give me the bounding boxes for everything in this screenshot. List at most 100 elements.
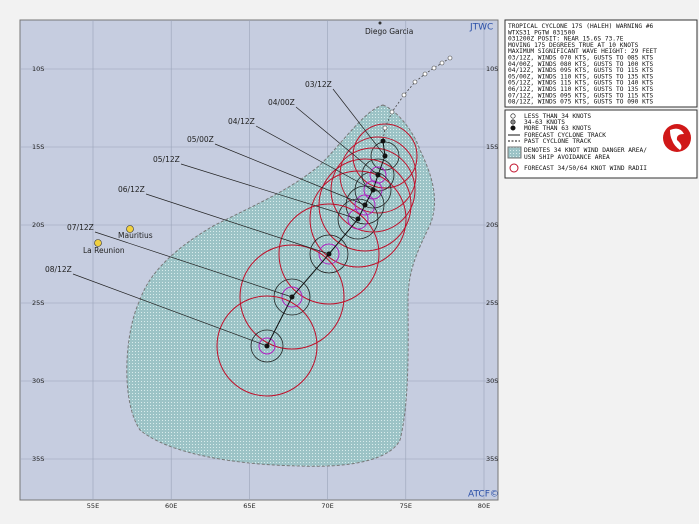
legend-label: PAST CYCLONE TRACK [524, 138, 591, 145]
lat-label: 20S [32, 221, 44, 229]
radius-34kt [278, 203, 380, 305]
leader-line [214, 143, 366, 206]
lon-label: 70E [321, 502, 333, 510]
lat-label: 20S [486, 221, 498, 229]
past-position [431, 65, 437, 71]
forecast-position [380, 138, 386, 144]
lat-label: 25S [486, 299, 498, 307]
radius-34kt [339, 136, 417, 214]
radius-34kt [352, 123, 418, 189]
warning-line: 04/00Z, WINDS 080 KTS, GUSTS TO 100 KTS [508, 61, 654, 68]
past-position [447, 55, 453, 61]
radius-34kt [216, 295, 318, 397]
leader-line [145, 193, 330, 255]
lat-label: 25S [32, 299, 44, 307]
radius-50kt [250, 329, 284, 363]
lat-label: 10S [32, 65, 44, 73]
warning-line: 07/12Z, WINDS 095 KTS, GUSTS TO 115 KTS [508, 92, 654, 99]
legend-icon [509, 163, 519, 173]
warning-line: 06/12Z, WINDS 110 KTS, GUSTS TO 135 KTS [508, 86, 654, 93]
legend-label: FORECAST 34/50/64 KNOT WIND RADII [524, 165, 647, 172]
place-marker [378, 21, 382, 25]
legend-label: 34-63 KNOTS [524, 119, 565, 126]
leader-line [72, 273, 268, 347]
radius-50kt [309, 234, 349, 274]
warning-line: 05/12Z, WINDS 115 KTS, GUSTS TO 140 KTS [508, 80, 654, 87]
lat-label: 15S [486, 143, 498, 151]
danger-area [126, 104, 436, 467]
track-label: 06/12Z [118, 185, 145, 194]
logo [663, 124, 691, 152]
leader-line [180, 163, 359, 220]
legend-label: FORECAST CYCLONE TRACK [524, 132, 606, 139]
track-label: 07/12Z [67, 223, 94, 232]
radius-64kt [318, 243, 340, 265]
warning-line: 031200Z POSIT: NEAR 15.6S 73.7E [508, 36, 624, 43]
radius-50kt [337, 198, 379, 240]
lon-label: 80E [478, 502, 490, 510]
warning-line: 03/12Z, WINDS 070 KTS, GUSTS TO 085 KTS [508, 55, 654, 62]
lon-label: 75E [400, 502, 412, 510]
past-position [412, 79, 418, 85]
legend-label: DENOTES 34 KNOT WIND DANGER AREA/USN SHI… [524, 147, 647, 161]
past-position [422, 71, 428, 77]
lat-label: 35S [486, 455, 498, 463]
track-labels: 03/12Z 04/00Z 04/12Z 05/00Z 05/12Z 06/12Z 07/1… [45, 80, 386, 347]
lon-label: 65E [243, 502, 255, 510]
past-position [401, 92, 407, 98]
track-label: 05/12Z [153, 155, 180, 164]
radius-64kt [258, 337, 276, 355]
warning-line: TROPICAL CYCLONE 17S (HALEH) WARNING #6 [508, 23, 654, 30]
warning-text: TROPICAL CYCLONE 17S (HALEH) WARNING #6W… [508, 23, 657, 106]
leader-line [255, 125, 374, 191]
agency: JTWC [469, 23, 493, 33]
lat-label: 30S [32, 377, 44, 385]
warning-line: 05/00Z, WINDS 110 KTS, GUSTS TO 135 KTS [508, 73, 654, 80]
radius-64kt [281, 286, 303, 308]
track-label: 03/12Z [305, 80, 332, 89]
lon-label: 60E [165, 502, 177, 510]
track-label: 05/00Z [187, 135, 214, 144]
lon-label: 55E [87, 502, 99, 510]
radius-50kt [273, 278, 311, 316]
warning-line: 08/12Z, WINDS 075 KTS, GUSTS TO 090 KTS [508, 99, 654, 106]
track-label: 04/12Z [228, 117, 255, 126]
warning-line: MAXIMUM SIGNIFICANT WAVE HEIGHT: 29 FEET [508, 48, 657, 55]
leader-line [332, 88, 386, 157]
past-position [439, 60, 445, 66]
track-label: 08/12Z [45, 265, 72, 274]
warning-line: MOVING 175 DEGREES TRUE AT 10 KNOTS [508, 42, 639, 49]
legend-icon [510, 125, 516, 131]
warning-box [504, 19, 698, 108]
past-position [382, 125, 388, 131]
radius-34kt [309, 170, 407, 268]
place-label: Diego Garcia [365, 27, 413, 36]
lat-label: 30S [486, 377, 498, 385]
legend-icon [510, 113, 516, 119]
place-marker [126, 225, 134, 233]
legend-icon [510, 119, 516, 125]
lat-label: 35S [32, 455, 44, 463]
past-position [389, 109, 395, 115]
place-marker [94, 239, 102, 247]
radius-34kt [239, 244, 345, 350]
leader-line [295, 106, 379, 176]
place-label: La Reunion [83, 246, 125, 255]
past-track [382, 57, 451, 142]
track-label: 04/00Z [268, 98, 295, 107]
warning-line: WTXS31 PGTW 031500 [508, 29, 575, 36]
legend-icon [507, 146, 522, 159]
legend-label: MORE THAN 63 KNOTS [524, 125, 591, 132]
lat-label: 10S [486, 65, 498, 73]
leader-line [94, 231, 293, 298]
radius-50kt [354, 171, 392, 209]
legend-label: LESS THAN 34 KNOTS [524, 113, 591, 120]
radius-64kt [347, 208, 369, 230]
credit: ATCF© [468, 490, 499, 500]
lat-label: 15S [32, 143, 44, 151]
wind-radii [216, 123, 418, 397]
warning-line: 04/12Z, WINDS 095 KTS, GUSTS TO 115 KTS [508, 67, 654, 74]
